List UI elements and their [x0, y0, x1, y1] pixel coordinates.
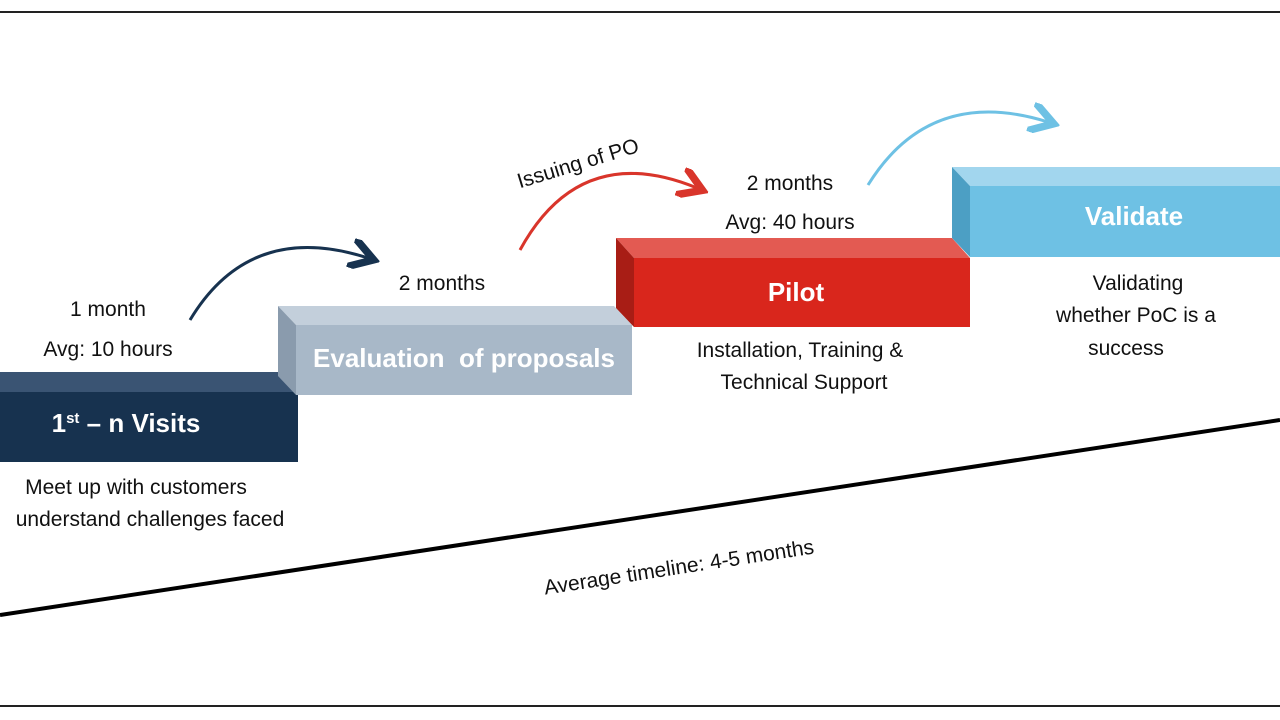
step-3: Pilot 2 months Avg: 40 hours Installatio… [616, 172, 970, 394]
title-sup: st [66, 410, 79, 427]
step-4: Validate Validating whether PoC is a suc… [952, 167, 1280, 360]
block-front [970, 186, 1280, 257]
description: Technical Support [721, 371, 888, 394]
step-title: 1st – n Visits [52, 408, 201, 438]
description: whether PoC is a [1055, 304, 1216, 327]
duration: 2 months [399, 272, 485, 295]
step-title: Pilot [768, 277, 825, 307]
transition-label: Issuing of PO [514, 134, 641, 193]
step-title: Evaluation of proposals [313, 343, 615, 373]
title-rest: – n Visits [79, 408, 200, 438]
title-main: 1 [52, 408, 66, 438]
description: success [1088, 337, 1164, 360]
description: Validating [1093, 272, 1184, 295]
arrow [188, 248, 368, 321]
arrow [866, 112, 1048, 186]
timeline [0, 418, 1280, 617]
description: understand challenges faced [16, 508, 285, 531]
duration: 1 month [70, 298, 146, 321]
description: Meet up with customers [25, 476, 247, 499]
step-2: Evaluation of proposals 2 months [278, 272, 632, 395]
block-top [952, 167, 1280, 186]
duration: Avg: 40 hours [725, 211, 854, 234]
arrow [518, 173, 697, 251]
step-1: 1st – n Visits 1 month Avg: 10 hours Mee… [0, 298, 298, 531]
block-side [278, 306, 296, 395]
block-top [616, 238, 970, 258]
duration: 2 months [747, 172, 833, 195]
duration: Avg: 10 hours [43, 338, 172, 361]
block-top [0, 372, 298, 392]
block-side [952, 167, 970, 257]
block-front [296, 325, 632, 395]
description: Installation, Training & [697, 339, 904, 362]
block-front [0, 392, 298, 462]
block-top [278, 306, 632, 325]
timeline-label: Average timeline: 4-5 months [542, 536, 815, 600]
block-side [616, 238, 634, 327]
block-front [634, 258, 970, 327]
step-title: Validate [1085, 201, 1183, 231]
